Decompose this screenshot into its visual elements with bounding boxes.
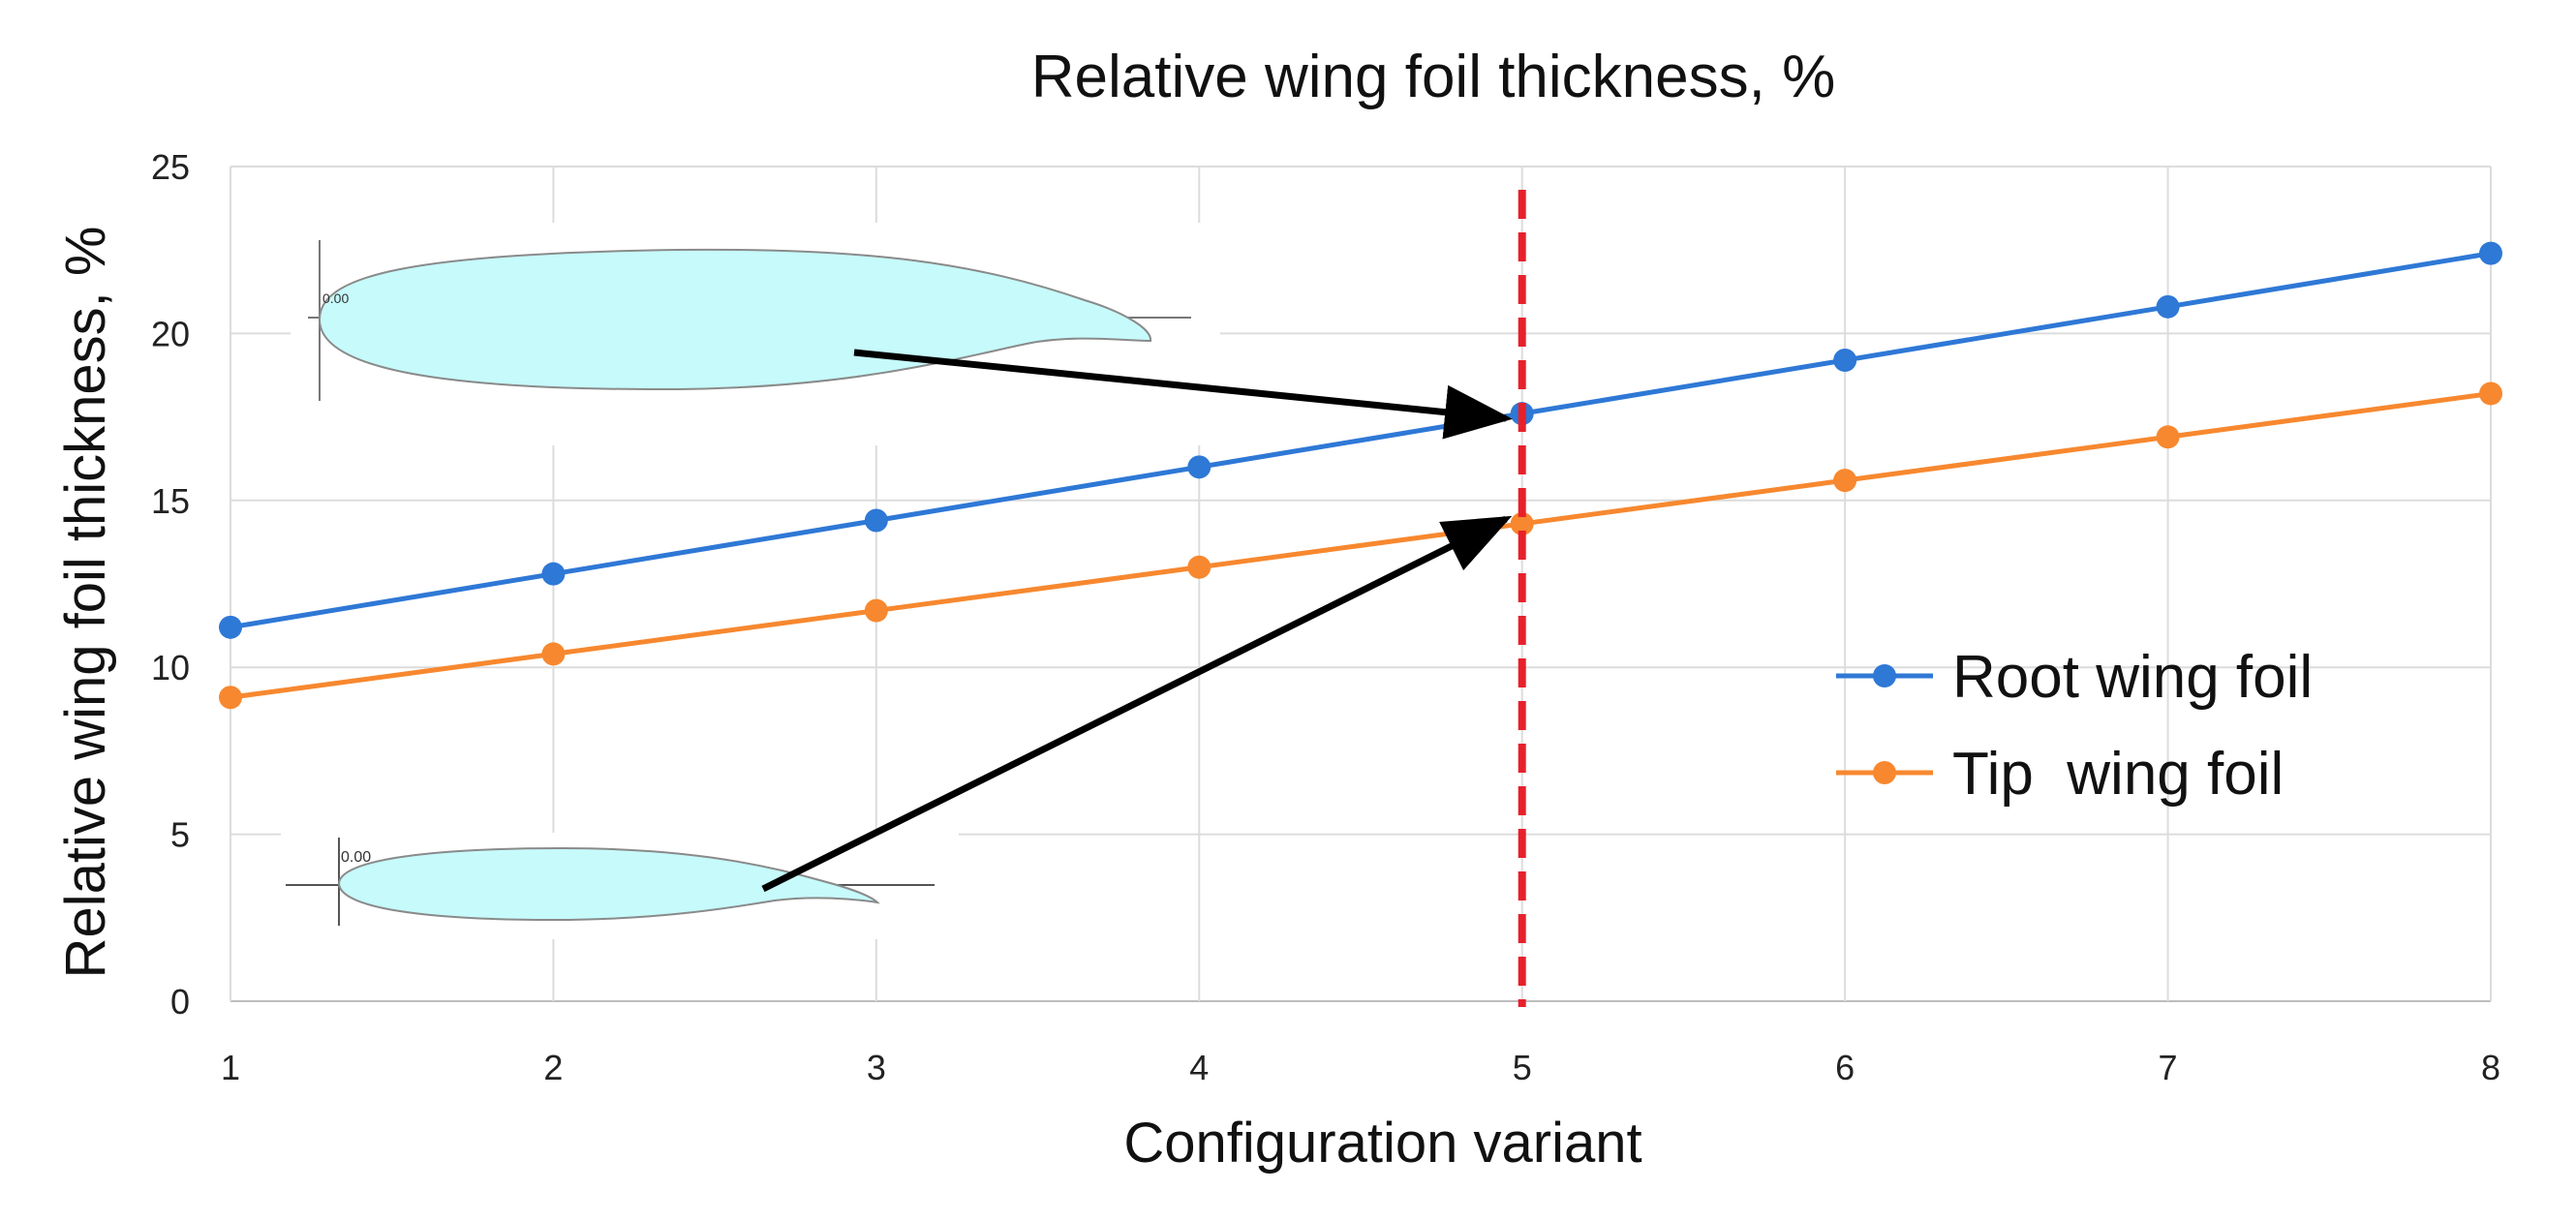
root-pointer-arrow bbox=[853, 349, 1513, 440]
x-tick-label: 8 bbox=[2481, 1048, 2500, 1087]
x-tick-label: 2 bbox=[543, 1048, 563, 1087]
x-tick-label: 7 bbox=[2159, 1048, 2178, 1087]
y-tick-label: 25 bbox=[151, 147, 190, 187]
x-tick-labels: 1 2 3 4 5 6 7 8 bbox=[221, 1048, 2500, 1087]
data-point-tip bbox=[1187, 555, 1211, 579]
tip-foil-shape bbox=[337, 846, 880, 922]
y-tick-label: 0 bbox=[170, 982, 190, 1022]
x-tick-label: 4 bbox=[1189, 1048, 1209, 1087]
data-point-tip bbox=[864, 598, 888, 623]
legend-label-root: Root wing foil bbox=[1952, 644, 2313, 711]
data-point-tip bbox=[2156, 425, 2180, 449]
root-foil-shape bbox=[318, 248, 1152, 391]
y-axis-title: Relative wing foil thickness, % bbox=[54, 227, 117, 979]
x-tick-label: 5 bbox=[1513, 1048, 1532, 1087]
data-point-tip bbox=[1510, 511, 1534, 535]
y-tick-label: 10 bbox=[151, 648, 190, 687]
series-line-tip bbox=[230, 390, 2492, 700]
legend-marker-tip bbox=[1873, 761, 1896, 784]
data-point-tip bbox=[219, 686, 242, 710]
tip-pointer-arrow bbox=[761, 515, 1513, 893]
data-point-root bbox=[541, 562, 566, 586]
series-layer bbox=[219, 241, 2502, 710]
series-line-root bbox=[230, 251, 2492, 630]
data-point-root bbox=[2479, 241, 2502, 265]
tip-foil-label: 0.00 bbox=[341, 849, 371, 866]
data-point-root bbox=[1833, 348, 1857, 372]
data-point-root bbox=[2156, 294, 2180, 319]
y-tick-label: 15 bbox=[151, 481, 190, 521]
chart-title: Relative wing foil thickness, % bbox=[1031, 44, 1835, 110]
grid-layer bbox=[230, 166, 2492, 1002]
data-point-tip bbox=[2479, 382, 2502, 406]
x-tick-label: 6 bbox=[1835, 1048, 1855, 1087]
tip-foil-inset: 0.00 bbox=[281, 833, 959, 939]
legend-marker-root bbox=[1873, 664, 1896, 687]
legend: Root wing foil Tip wing foil bbox=[1836, 644, 2313, 808]
x-tick-label: 3 bbox=[867, 1048, 886, 1087]
data-point-tip bbox=[541, 642, 566, 666]
data-point-tip bbox=[1833, 469, 1857, 493]
root-foil-label: 0.00 bbox=[322, 290, 349, 306]
x-tick-label: 1 bbox=[221, 1048, 240, 1087]
y-tick-labels: 0 5 10 15 20 25 bbox=[151, 147, 190, 1022]
y-tick-label: 20 bbox=[151, 314, 190, 353]
legend-label-tip: Tip wing foil bbox=[1952, 741, 2284, 808]
y-tick-label: 5 bbox=[170, 815, 190, 855]
root-foil-inset: 0.00 bbox=[291, 223, 1220, 445]
x-axis-title: Configuration variant bbox=[1123, 1112, 1641, 1175]
data-point-root bbox=[219, 615, 242, 639]
data-point-root bbox=[864, 508, 888, 533]
data-point-root bbox=[1187, 455, 1211, 479]
